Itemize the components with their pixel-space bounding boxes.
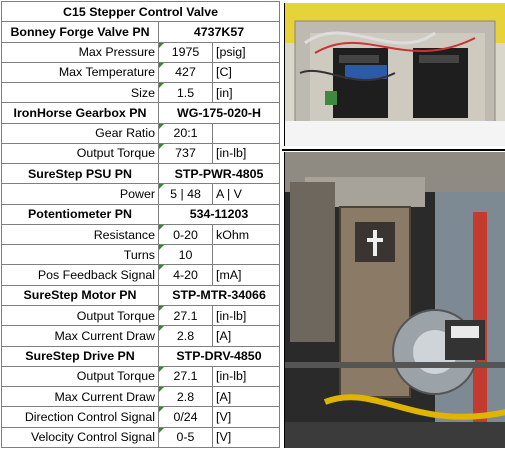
spec-value: 5 | 48 — [158, 183, 213, 205]
spec-value: 0-5 — [158, 426, 213, 449]
spec-unit: [mA] — [211, 264, 281, 286]
part-number: WG-175-020-H — [157, 102, 281, 124]
spec-table: C15 Stepper Control Valve Bonney Forge V… — [0, 0, 281, 449]
part-number: 4737K57 — [157, 21, 281, 43]
spec-label: Pos Feedback Signal — [1, 264, 159, 286]
part-label: SureStep PSU PN — [1, 163, 159, 185]
enclosure-photo — [284, 3, 505, 146]
spec-row: Max Current Draw 2.8 [A] — [1, 386, 281, 408]
spec-value: 2.8 — [158, 386, 213, 408]
spec-row: Resistance 0-20 kOhm — [1, 223, 281, 246]
spec-row: Gear Ratio 20:1 — [1, 122, 281, 144]
part-number: 534-11203 — [157, 203, 281, 225]
part-number-row: Bonney Forge Valve PN 4737K57 — [1, 21, 281, 43]
spec-value: 1975 — [158, 41, 213, 63]
part-number: STP-DRV-4850 — [157, 345, 281, 367]
part-number: STP-PWR-4805 — [157, 163, 281, 185]
spec-label: Turns — [1, 244, 159, 266]
spec-label: Output Torque — [1, 365, 159, 388]
part-number-row: SureStep Drive PN STP-DRV-4850 — [1, 345, 281, 367]
spec-label: Output Torque — [1, 304, 159, 327]
spec-label: Max Current Draw — [1, 325, 159, 347]
spec-row: Power 5 | 48 A | V — [1, 183, 281, 205]
spec-row: Velocity Control Signal 0-5 [V] — [1, 426, 281, 449]
part-label: IronHorse Gearbox PN — [1, 102, 159, 124]
spec-row: Size 1.5 [in] — [1, 82, 281, 104]
photo-divider — [282, 149, 505, 151]
spec-unit: [in-lb] — [211, 304, 281, 327]
spec-value: 427 — [158, 61, 213, 84]
part-label: SureStep Drive PN — [1, 345, 159, 367]
spec-unit: [V] — [211, 406, 281, 428]
spec-label: Max Current Draw — [1, 386, 159, 408]
spec-unit: [in-lb] — [211, 365, 281, 388]
spec-unit: [in] — [211, 82, 281, 104]
spec-value: 27.1 — [158, 304, 213, 327]
spec-row: Output Torque 27.1 [in-lb] — [1, 304, 281, 327]
spec-unit — [211, 122, 281, 144]
spec-value: 0/24 — [158, 406, 213, 428]
part-number-row: SureStep PSU PN STP-PWR-4805 — [1, 163, 281, 185]
spec-value: 0-20 — [158, 223, 213, 246]
part-label: Potentiometer PN — [1, 203, 159, 225]
part-number-row: Potentiometer PN 534-11203 — [1, 203, 281, 225]
spec-unit: [C] — [211, 61, 281, 84]
part-number: STP-MTR-34066 — [157, 284, 281, 306]
spec-label: Resistance — [1, 223, 159, 246]
spec-unit: kOhm — [211, 223, 281, 246]
spec-label: Power — [1, 183, 159, 205]
spec-label: Max Pressure — [1, 41, 159, 63]
enclosure-illustration — [285, 3, 505, 146]
title-row: C15 Stepper Control Valve — [0, 0, 281, 23]
spec-label: Size — [1, 82, 159, 104]
part-label: SureStep Motor PN — [1, 284, 159, 306]
spec-unit: [A] — [211, 386, 281, 408]
spec-value: 10 — [158, 244, 213, 266]
spec-value: 4-20 — [158, 264, 213, 286]
table-title: C15 Stepper Control Valve — [0, 0, 281, 23]
valve-illustration — [285, 152, 505, 448]
spec-label: Max Temperature — [1, 61, 159, 84]
spec-unit: [A] — [211, 325, 281, 347]
valve-assembly-photo — [284, 152, 505, 448]
spec-value: 27.1 — [158, 365, 213, 388]
spec-row: Max Temperature 427 [C] — [1, 61, 281, 84]
spec-value: 2.8 — [158, 325, 213, 347]
spec-label: Velocity Control Signal — [1, 426, 159, 449]
spec-row: Max Pressure 1975 [psig] — [1, 41, 281, 63]
spec-label: Gear Ratio — [1, 122, 159, 144]
spec-value: 737 — [158, 142, 213, 165]
part-number-row: SureStep Motor PN STP-MTR-34066 — [1, 284, 281, 306]
part-label: Bonney Forge Valve PN — [1, 21, 159, 43]
spec-unit — [211, 244, 281, 266]
spec-unit: [V] — [211, 426, 281, 449]
spec-row: Turns 10 — [1, 244, 281, 266]
spec-value: 20:1 — [158, 122, 213, 144]
spec-unit: [psig] — [211, 41, 281, 63]
spec-row: Pos Feedback Signal 4-20 [mA] — [1, 264, 281, 286]
spec-unit: [in-lb] — [211, 142, 281, 165]
spec-value: 1.5 — [158, 82, 213, 104]
spec-row: Max Current Draw 2.8 [A] — [1, 325, 281, 347]
part-number-row: IronHorse Gearbox PN WG-175-020-H — [1, 102, 281, 124]
spec-label: Output Torque — [1, 142, 159, 165]
spec-row: Output Torque 27.1 [in-lb] — [1, 365, 281, 388]
spec-row: Output Torque 737 [in-lb] — [1, 142, 281, 165]
spec-unit: A | V — [211, 183, 281, 205]
spec-row: Direction Control Signal 0/24 [V] — [1, 406, 281, 428]
spec-label: Direction Control Signal — [1, 406, 159, 428]
